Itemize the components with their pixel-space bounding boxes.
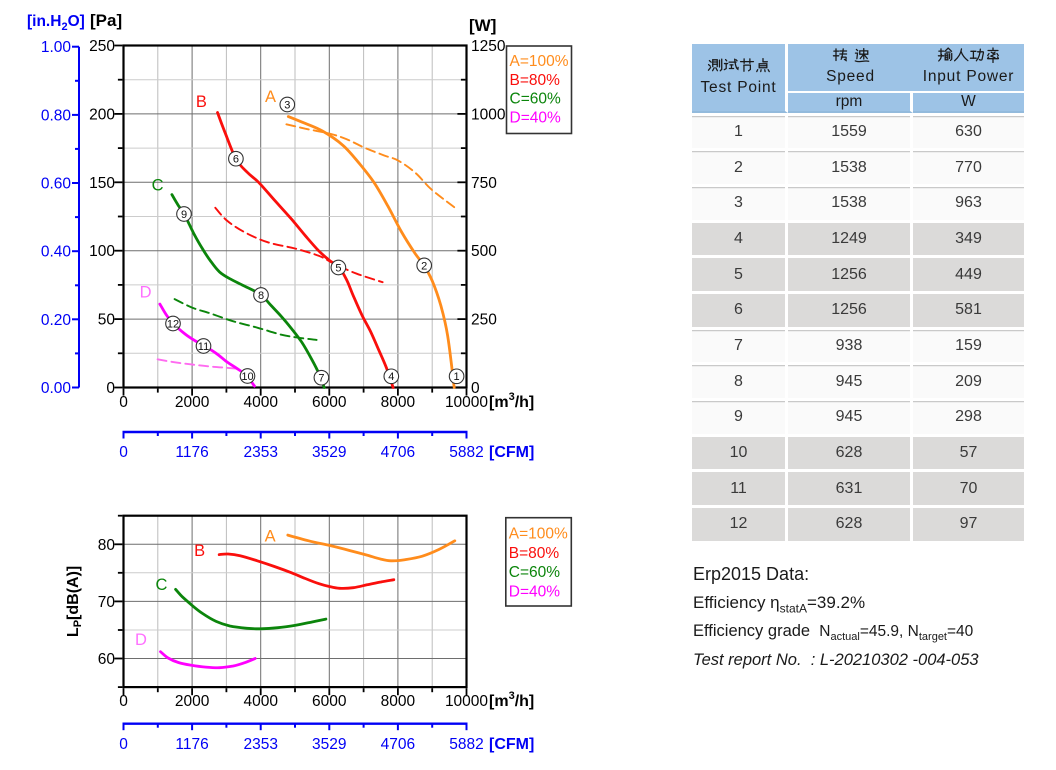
svg-text:[in.H2O]: [in.H2O] <box>27 13 85 33</box>
svg-text:D=40%: D=40% <box>510 109 561 126</box>
svg-text:1: 1 <box>454 371 460 383</box>
svg-text:500: 500 <box>471 243 497 260</box>
svg-text:[Pa]: [Pa] <box>90 11 122 30</box>
svg-text:750: 750 <box>471 175 497 192</box>
svg-text:[W]: [W] <box>469 16 496 35</box>
svg-text:[m3/h]: [m3/h] <box>489 690 534 710</box>
svg-text:B: B <box>196 93 207 111</box>
svg-text:0: 0 <box>471 380 480 397</box>
svg-text:4000: 4000 <box>243 693 278 710</box>
svg-text:11: 11 <box>198 341 209 353</box>
svg-text:60: 60 <box>98 651 116 668</box>
svg-text:A: A <box>265 88 276 106</box>
svg-text:0: 0 <box>119 394 128 411</box>
svg-text:0.00: 0.00 <box>41 380 72 397</box>
svg-text:4000: 4000 <box>243 394 278 411</box>
svg-text:5: 5 <box>335 262 341 274</box>
svg-text:8000: 8000 <box>381 394 416 411</box>
svg-text:0: 0 <box>106 380 115 397</box>
svg-text:0: 0 <box>119 444 128 461</box>
svg-text:80: 80 <box>98 537 116 554</box>
svg-text:150: 150 <box>89 175 115 192</box>
svg-text:1000: 1000 <box>471 106 506 123</box>
svg-text:4: 4 <box>388 371 394 383</box>
svg-text:A=100%: A=100% <box>509 526 568 543</box>
svg-text:2: 2 <box>421 260 427 272</box>
svg-text:70: 70 <box>98 594 116 611</box>
svg-text:C: C <box>152 177 164 195</box>
svg-text:7: 7 <box>318 373 324 385</box>
svg-text:10: 10 <box>241 371 253 383</box>
svg-text:D: D <box>135 631 147 649</box>
svg-text:50: 50 <box>98 312 116 329</box>
svg-text:B: B <box>194 542 205 560</box>
svg-text:6000: 6000 <box>312 693 347 710</box>
svg-text:C=60%: C=60% <box>510 91 561 108</box>
svg-text:3529: 3529 <box>312 444 346 461</box>
svg-text:0.40: 0.40 <box>41 244 72 261</box>
svg-text:3529: 3529 <box>312 736 346 753</box>
svg-text:0: 0 <box>119 693 128 710</box>
svg-text:[CFM]: [CFM] <box>489 444 534 461</box>
svg-text:D: D <box>140 284 152 302</box>
svg-text:A: A <box>265 527 276 545</box>
svg-text:0.60: 0.60 <box>41 176 72 193</box>
svg-text:2353: 2353 <box>243 444 277 461</box>
svg-text:2353: 2353 <box>243 736 277 753</box>
svg-text:250: 250 <box>471 312 497 329</box>
svg-text:1.00: 1.00 <box>41 39 72 56</box>
svg-text:5882: 5882 <box>449 444 483 461</box>
svg-text:8: 8 <box>258 290 264 302</box>
svg-text:0.80: 0.80 <box>41 107 72 124</box>
svg-text:B=80%: B=80% <box>509 545 560 562</box>
svg-text:4706: 4706 <box>381 444 415 461</box>
svg-text:9: 9 <box>181 209 187 221</box>
svg-text:8000: 8000 <box>381 693 416 710</box>
svg-text:1250: 1250 <box>471 38 506 55</box>
svg-text:0.20: 0.20 <box>41 312 72 329</box>
svg-text:2000: 2000 <box>175 394 210 411</box>
svg-text:[CFM]: [CFM] <box>489 736 534 753</box>
svg-text:100: 100 <box>89 243 115 260</box>
svg-text:12: 12 <box>167 318 179 330</box>
svg-text:10000: 10000 <box>445 693 488 710</box>
svg-text:250: 250 <box>89 38 115 55</box>
svg-text:B=80%: B=80% <box>510 72 561 89</box>
svg-text:5882: 5882 <box>449 736 483 753</box>
svg-text:3: 3 <box>284 99 290 111</box>
svg-text:1176: 1176 <box>175 444 208 461</box>
svg-text:C=60%: C=60% <box>509 564 560 581</box>
svg-text:4706: 4706 <box>381 736 415 753</box>
svg-text:A=100%: A=100% <box>510 53 569 70</box>
svg-text:0: 0 <box>119 736 128 753</box>
svg-text:D=40%: D=40% <box>509 583 560 600</box>
svg-text:LP[dB(A)]: LP[dB(A)] <box>65 566 84 637</box>
svg-text:1176: 1176 <box>175 736 208 753</box>
svg-text:200: 200 <box>89 106 115 123</box>
svg-text:10000: 10000 <box>445 394 488 411</box>
svg-text:[m3/h]: [m3/h] <box>489 391 534 411</box>
svg-text:6000: 6000 <box>312 394 347 411</box>
svg-text:C: C <box>156 576 168 594</box>
svg-text:2000: 2000 <box>175 693 210 710</box>
svg-text:6: 6 <box>233 154 239 166</box>
